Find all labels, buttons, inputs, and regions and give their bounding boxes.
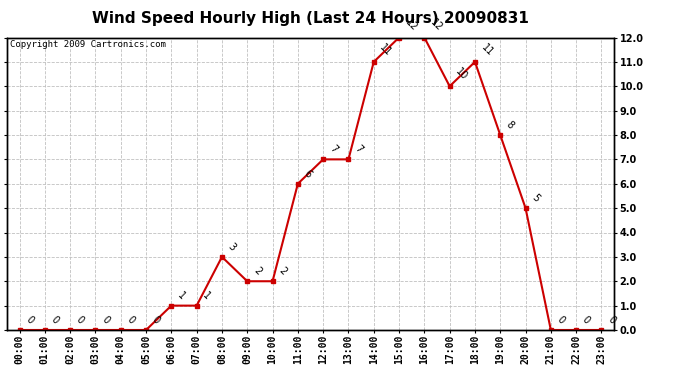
Text: 12: 12 [428,18,444,33]
Text: 11: 11 [479,42,495,58]
Text: 6: 6 [302,168,313,180]
Text: 1: 1 [201,290,213,302]
Text: 0: 0 [580,314,592,326]
Text: 0: 0 [75,314,86,326]
Text: Copyright 2009 Cartronics.com: Copyright 2009 Cartronics.com [10,40,166,50]
Text: Wind Speed Hourly High (Last 24 Hours) 20090831: Wind Speed Hourly High (Last 24 Hours) 2… [92,11,529,26]
Text: 10: 10 [454,66,470,82]
Text: 11: 11 [378,42,394,58]
Text: 7: 7 [353,144,364,155]
Text: 0: 0 [23,314,35,326]
Text: 0: 0 [49,314,61,326]
Text: 0: 0 [606,314,617,326]
Text: 2: 2 [277,266,288,277]
Text: 8: 8 [504,119,516,131]
Text: 0: 0 [150,314,161,326]
Text: 3: 3 [226,241,237,253]
Text: 12: 12 [403,18,419,33]
Text: 7: 7 [327,144,339,155]
Text: 1: 1 [175,290,187,302]
Text: 5: 5 [530,192,541,204]
Text: 0: 0 [125,314,137,326]
Text: 0: 0 [555,314,566,326]
Text: 2: 2 [251,266,263,277]
Text: 0: 0 [99,314,111,326]
